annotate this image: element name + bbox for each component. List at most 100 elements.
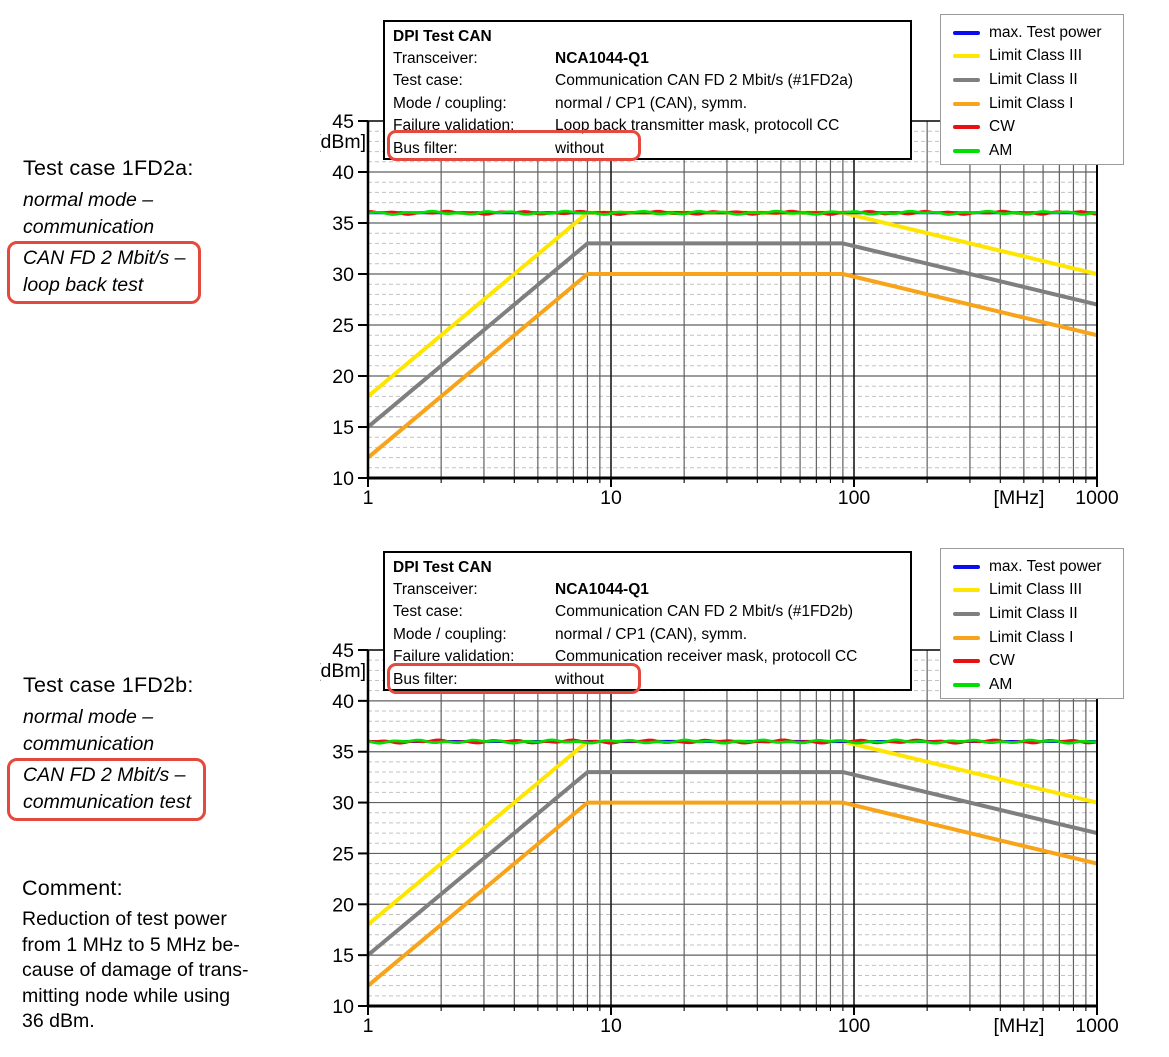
text-line: communication: [23, 215, 155, 238]
info-row: Test case: Communication CAN FD 2 Mbit/s …: [393, 70, 902, 92]
legend-item: max. Test power: [953, 555, 1123, 579]
text-line: CAN FD 2 Mbit/s –: [23, 764, 186, 786]
legend-item: Limit Class I: [953, 626, 1123, 650]
info-row: Failure validation: Loop back transmitter…: [393, 115, 902, 137]
info-row-label: Mode / coupling:: [393, 94, 507, 112]
legend-item: CW: [953, 115, 1123, 139]
info-row-label: Transceiver:: [393, 50, 478, 67]
series-group: [368, 738, 1097, 988]
legend-chart-2: max. Test power Limit Class III Limit Clas…: [940, 548, 1124, 699]
comment-title: Comment:: [22, 876, 123, 900]
info-row-value: without: [555, 139, 605, 157]
info-row-value: normal / CP1 (CAN), symm.: [555, 94, 748, 112]
text-line: from 1 MHz to 5 MHz be-: [22, 933, 240, 956]
info-row-label: Mode / coupling:: [393, 625, 507, 643]
y-axis-unit-label: [dBm]: [320, 131, 366, 153]
legend-swatch-icon: [953, 588, 980, 593]
y-tick-label: 40: [332, 691, 354, 713]
y-tick-label: 20: [332, 894, 354, 916]
y-axis-unit-label: [dBm]: [320, 660, 366, 682]
legend-swatch-icon: [953, 125, 980, 130]
annotation-comment: Comment: Reduction of test power from 1 M…: [22, 876, 249, 1035]
legend-item: Limit Class III: [953, 45, 1123, 69]
x-tick-label: 1000: [1075, 487, 1119, 509]
info-row: Failure validation: Communication receive…: [393, 646, 902, 668]
annotation-italic-lines: normal mode – communication: [23, 704, 206, 757]
legend-label: max. Test power: [989, 23, 1102, 41]
info-row-label: Bus filter:: [393, 670, 458, 688]
legend-swatch-icon: [953, 611, 980, 616]
legend-label: Limit Class II: [989, 70, 1078, 88]
info-row-value: NCA1044-Q1: [555, 50, 649, 67]
y-tick-label: 45: [332, 111, 354, 133]
info-row-value: NCA1044-Q1: [555, 581, 649, 598]
info-row-label: Failure validation:: [393, 648, 515, 666]
legend-item: Limit Class II: [953, 68, 1123, 92]
annotation-highlight-box: CAN FD 2 Mbit/s – loop back test: [7, 241, 201, 304]
legend-label: CW: [989, 118, 1015, 136]
comment-lines: Reduction of test power from 1 MHz to 5 M…: [22, 907, 249, 1035]
legend-item: Limit Class I: [953, 92, 1123, 116]
legend-label: AM: [989, 675, 1013, 693]
legend-swatch-icon: [953, 564, 980, 569]
y-tick-label: 35: [332, 742, 354, 764]
bus-filter-highlight: [387, 663, 641, 694]
series-limit-class-ii: [368, 770, 1097, 958]
info-rows: Transceiver: NCA1044-Q1 Test case: Communic…: [393, 48, 902, 160]
info-row: Transceiver: NCA1044-Q1: [393, 48, 902, 70]
text-line: communication test: [23, 790, 191, 813]
legend-label: Limit Class III: [989, 47, 1083, 65]
series-limit-class-i: [368, 272, 1097, 460]
info-rows: Transceiver: NCA1044-Q1 Test case: Communic…: [393, 579, 902, 691]
legend-item: Limit Class III: [953, 579, 1123, 603]
info-box-title: DPI Test CAN: [393, 559, 492, 576]
x-tick-label: 1: [363, 1015, 374, 1037]
plot-background: [368, 121, 1097, 478]
text-line: CAN FD 2 Mbit/s –: [23, 247, 186, 269]
info-row-value: normal / CP1 (CAN), symm.: [555, 625, 748, 643]
legend-item: AM: [953, 139, 1123, 163]
info-row: Bus filter: without: [393, 138, 902, 160]
bus-filter-highlight: [387, 130, 641, 161]
legend-swatch-icon: [953, 682, 980, 687]
info-row: Test case: Communication CAN FD 2 Mbit/s …: [393, 601, 902, 623]
info-row-value: Communication CAN FD 2 Mbit/s (#1FD2b): [555, 603, 854, 621]
text-line: 36 dBm.: [22, 1010, 95, 1032]
legend-chart-1: max. Test power Limit Class III Limit Clas…: [940, 14, 1124, 165]
legend-label: max. Test power: [989, 557, 1102, 575]
text-line: cause of damage of trans-: [22, 959, 249, 981]
text-line: Reduction of test power: [22, 908, 227, 930]
y-tick-label: 30: [332, 264, 354, 286]
legend-swatch-icon: [953, 77, 980, 82]
legend-label: Limit Class I: [989, 94, 1074, 112]
legend-label: AM: [989, 141, 1013, 159]
series-group: [368, 209, 1097, 460]
legend-label: Limit Class III: [989, 581, 1083, 599]
info-row-value: without: [555, 670, 605, 688]
legend-swatch-icon: [953, 148, 980, 153]
y-tick-label: 40: [332, 162, 354, 184]
info-box-1fd2a: DPI Test CAN Transceiver: NCA1044-Q1 Test …: [383, 20, 912, 161]
legend-swatch-icon: [953, 30, 980, 35]
info-box-title: DPI Test CAN: [393, 28, 492, 45]
dpi-chart-1fd2a: 45 40 35 30 25 20 15 10 [dBm] 1 10 100 1000 [MHz]: [320, 111, 1119, 509]
info-row: Mode / coupling: normal / CP1 (CAN), symm…: [393, 93, 902, 115]
annotation-highlight-box: CAN FD 2 Mbit/s – communication test: [7, 758, 206, 821]
x-tick-label: 100: [838, 487, 871, 509]
plot-background: [368, 650, 1097, 1006]
series-am: [368, 209, 1097, 216]
annotation-italic-lines: normal mode – communication: [23, 187, 201, 240]
x-tick-label: 100: [838, 1015, 871, 1037]
y-tick-label: 20: [332, 366, 354, 388]
info-row: Transceiver: NCA1044-Q1: [393, 579, 902, 601]
legend-swatch-icon: [953, 659, 980, 664]
text-line: communication: [23, 732, 155, 755]
y-tick-label: 10: [332, 468, 354, 490]
x-tick-label: 10: [600, 487, 622, 509]
info-row-label: Test case:: [393, 603, 463, 621]
info-row: Mode / coupling: normal / CP1 (CAN), symm…: [393, 624, 902, 646]
text-line: normal mode –: [23, 706, 154, 728]
annotation-title: Test case 1FD2a:: [23, 156, 194, 180]
legend-swatch-icon: [953, 101, 980, 106]
